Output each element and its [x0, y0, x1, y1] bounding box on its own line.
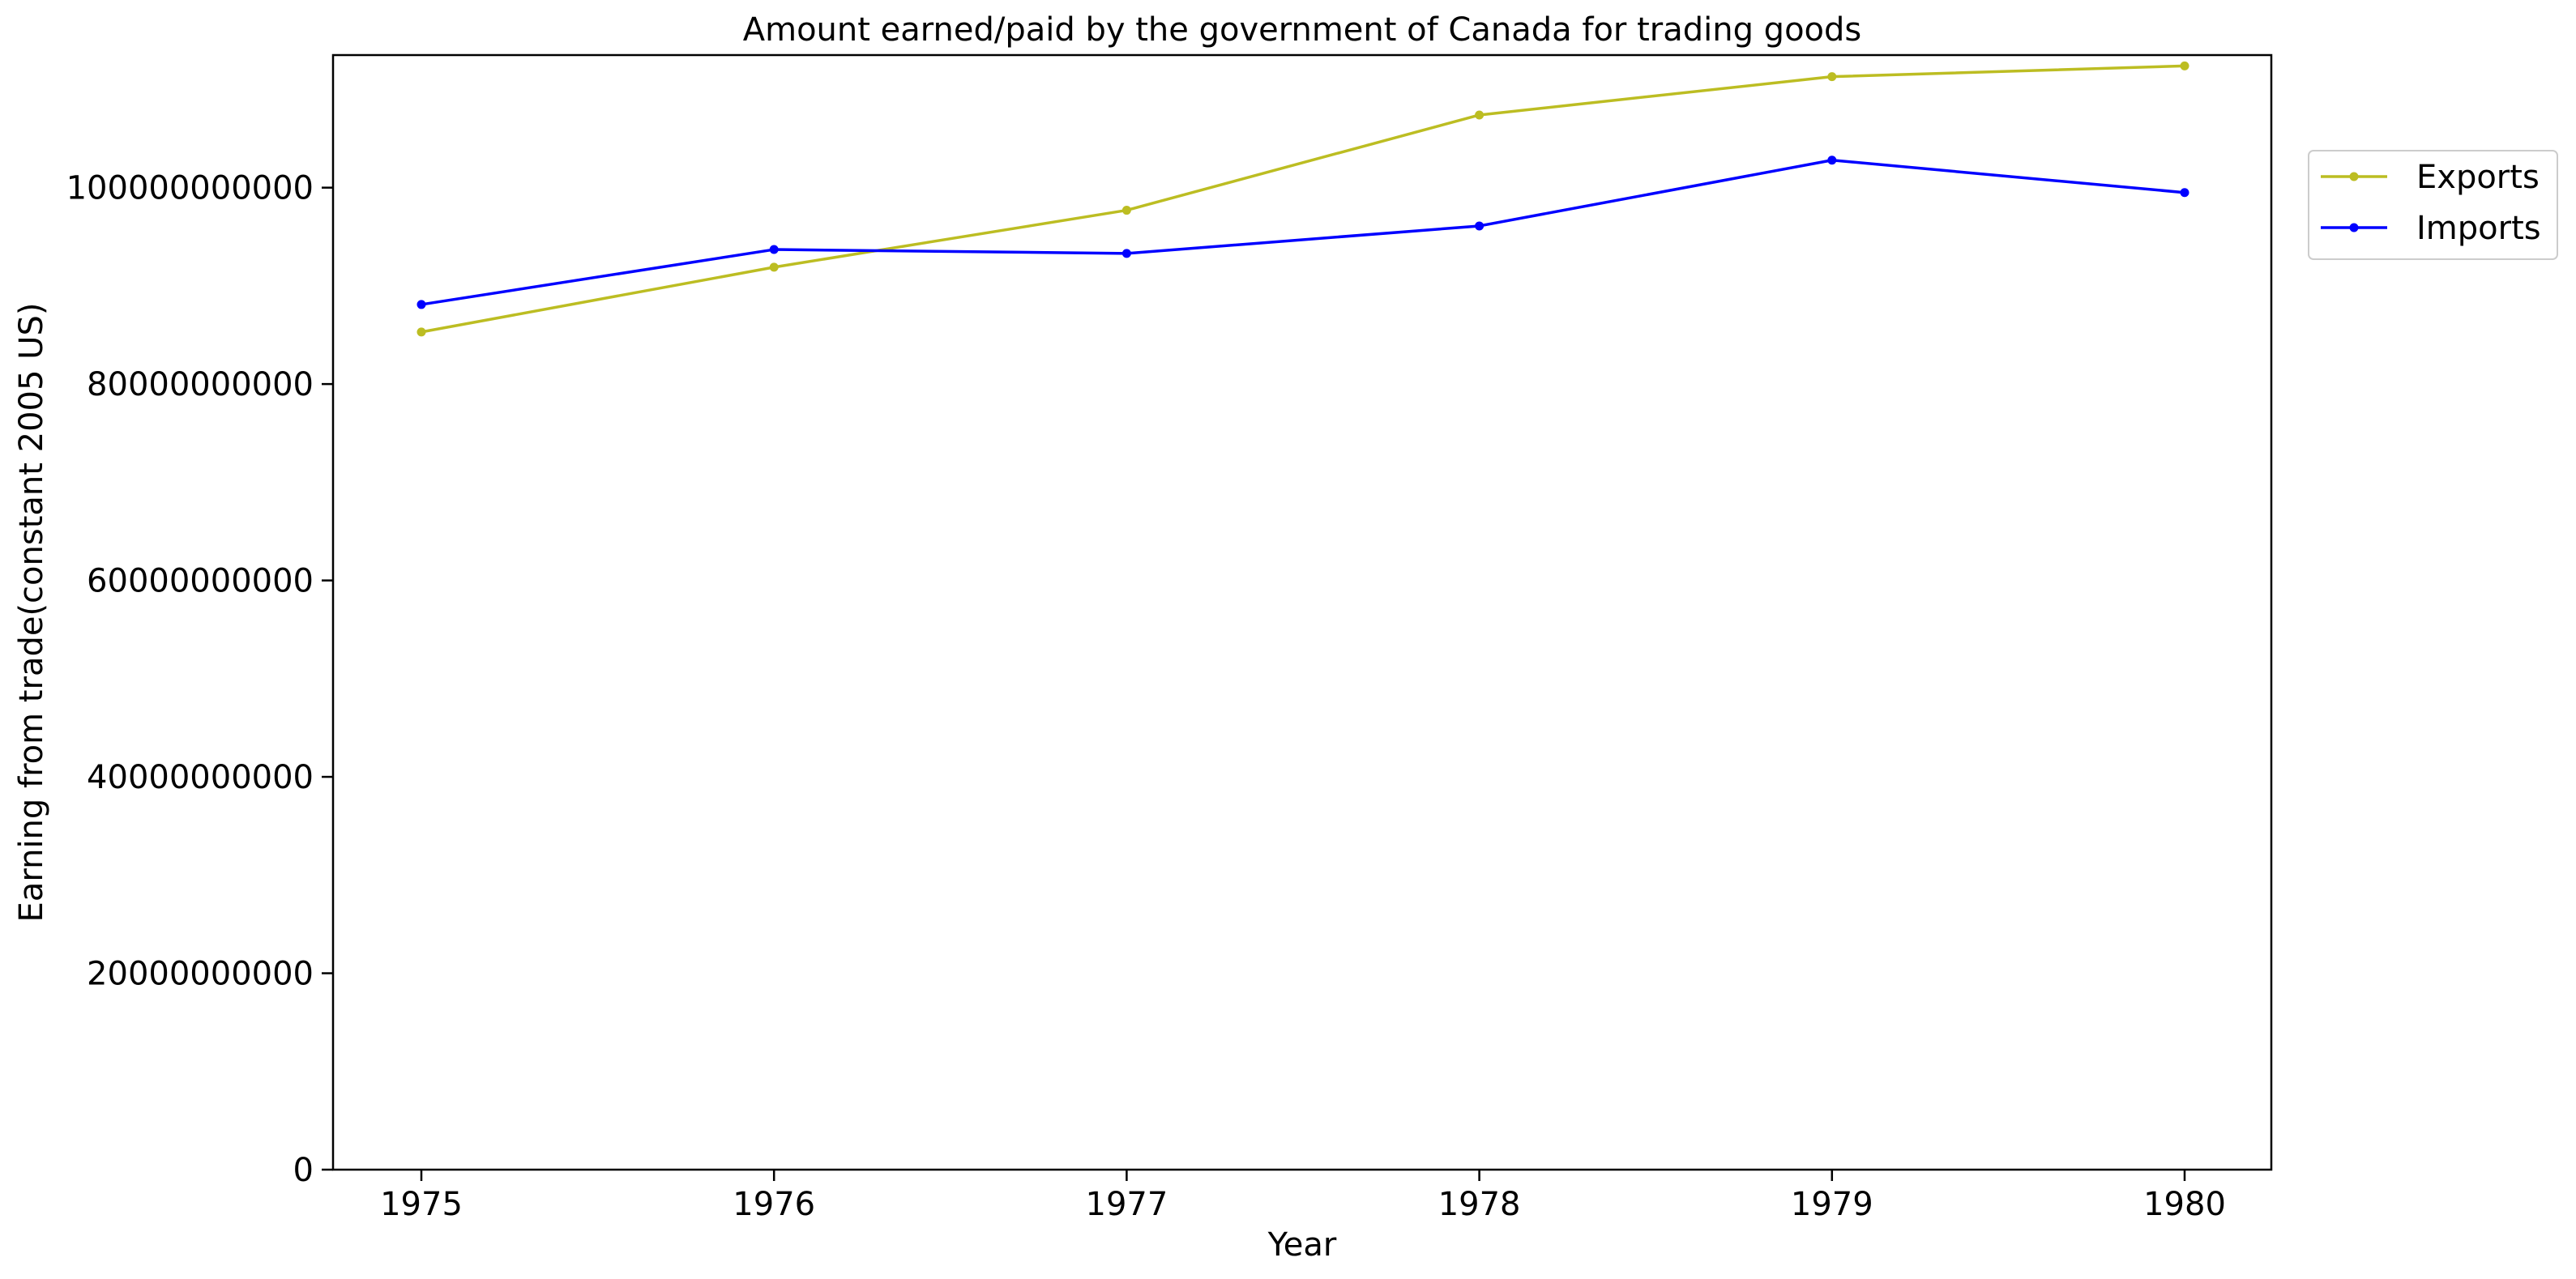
data-point-exports [2180, 61, 2189, 70]
legend: Exports Imports [2308, 150, 2558, 260]
x-tick-label: 1977 [1086, 1186, 1168, 1223]
y-tick-label: 100000000000 [66, 170, 314, 207]
data-point-exports [1475, 110, 1485, 120]
x-axis-label: Year [1267, 1226, 1337, 1264]
series-line-imports [421, 158, 2185, 306]
x-tick-label: 1976 [733, 1186, 815, 1223]
legend-label-imports: Imports [2416, 210, 2541, 247]
data-point-imports [1827, 156, 1837, 165]
legend-marker-imports [2349, 223, 2359, 232]
x-tick-label: 1979 [1791, 1186, 1873, 1223]
y-tick-label: 40000000000 [87, 759, 314, 796]
data-point-imports [1121, 249, 1131, 258]
y-axis: 0 20000000000 40000000000 60000000000 800000… [66, 170, 333, 1189]
y-tick-label: 60000000000 [87, 563, 314, 600]
data-point-imports [417, 300, 426, 309]
data-point-imports [2180, 188, 2189, 198]
y-axis-label: Earning from trade(constant 2005 US) [13, 303, 50, 923]
series-line-exports [421, 64, 2185, 334]
y-tick-label: 80000000000 [87, 366, 314, 403]
data-point-exports [1121, 206, 1131, 215]
legend-marker-exports [2349, 172, 2359, 181]
x-tick-label: 1975 [380, 1186, 463, 1223]
x-tick-label: 1978 [1438, 1186, 1521, 1223]
data-point-exports [417, 327, 426, 337]
chart-title: Amount earned/paid by the government of … [743, 11, 1862, 49]
legend-label-exports: Exports [2416, 159, 2540, 196]
data-point-imports [769, 245, 779, 254]
plot-area [331, 53, 2273, 1171]
series-layer [417, 61, 2189, 337]
y-tick-label: 0 [293, 1152, 314, 1189]
data-point-exports [769, 262, 779, 272]
y-tick-label: 20000000000 [87, 956, 314, 993]
data-point-exports [1827, 72, 1837, 82]
data-point-imports [1475, 221, 1485, 231]
plot-frame [331, 53, 2273, 1171]
x-axis: 1975 1976 1977 1978 1979 1980 [380, 1170, 2226, 1223]
x-tick-label: 1980 [2143, 1186, 2226, 1223]
